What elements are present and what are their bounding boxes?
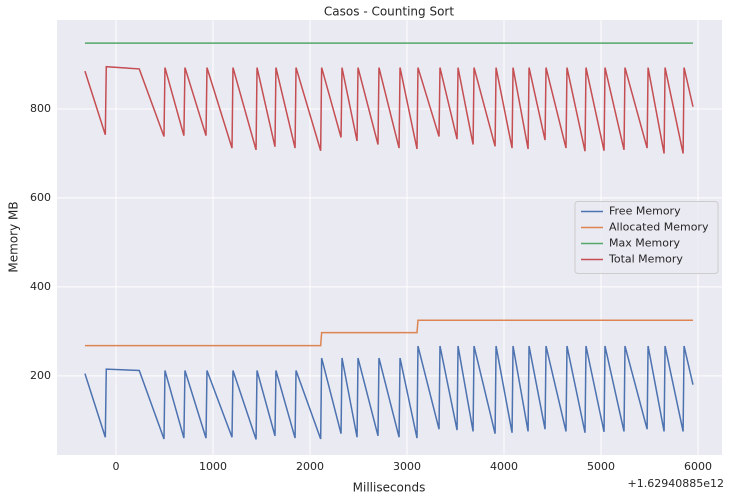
legend: Free Memory Allocated Memory Max Memory Tot… xyxy=(574,201,719,274)
y-tick-label: 200 xyxy=(30,369,51,382)
legend-label: Max Memory xyxy=(609,237,680,250)
x-tick-label: 1000 xyxy=(199,460,227,473)
x-axis-label: Milliseconds xyxy=(353,481,426,495)
chart-title: Casos - Counting Sort xyxy=(324,5,454,19)
legend-label: Total Memory xyxy=(608,253,683,266)
series-line xyxy=(84,65,694,154)
y-tick-label: 400 xyxy=(30,280,51,293)
x-tick-label: 4000 xyxy=(490,460,518,473)
legend-label: Free Memory xyxy=(609,205,681,218)
y-tick-label: 800 xyxy=(30,102,51,115)
x-tick-label: 3000 xyxy=(393,460,421,473)
y-tick-label: 600 xyxy=(30,191,51,204)
x-tick-label: 2000 xyxy=(296,460,324,473)
series-line xyxy=(84,345,694,440)
series-line xyxy=(84,319,693,347)
y-axis-label: Memory MB xyxy=(7,201,21,272)
x-offset-label: +1.62940885e12 xyxy=(628,477,724,490)
x-tick-label: 5000 xyxy=(587,460,615,473)
x-tick-label: 6000 xyxy=(684,460,712,473)
legend-box xyxy=(574,201,719,274)
x-tick-label: 0 xyxy=(112,460,119,473)
legend-label: Allocated Memory xyxy=(609,221,709,234)
